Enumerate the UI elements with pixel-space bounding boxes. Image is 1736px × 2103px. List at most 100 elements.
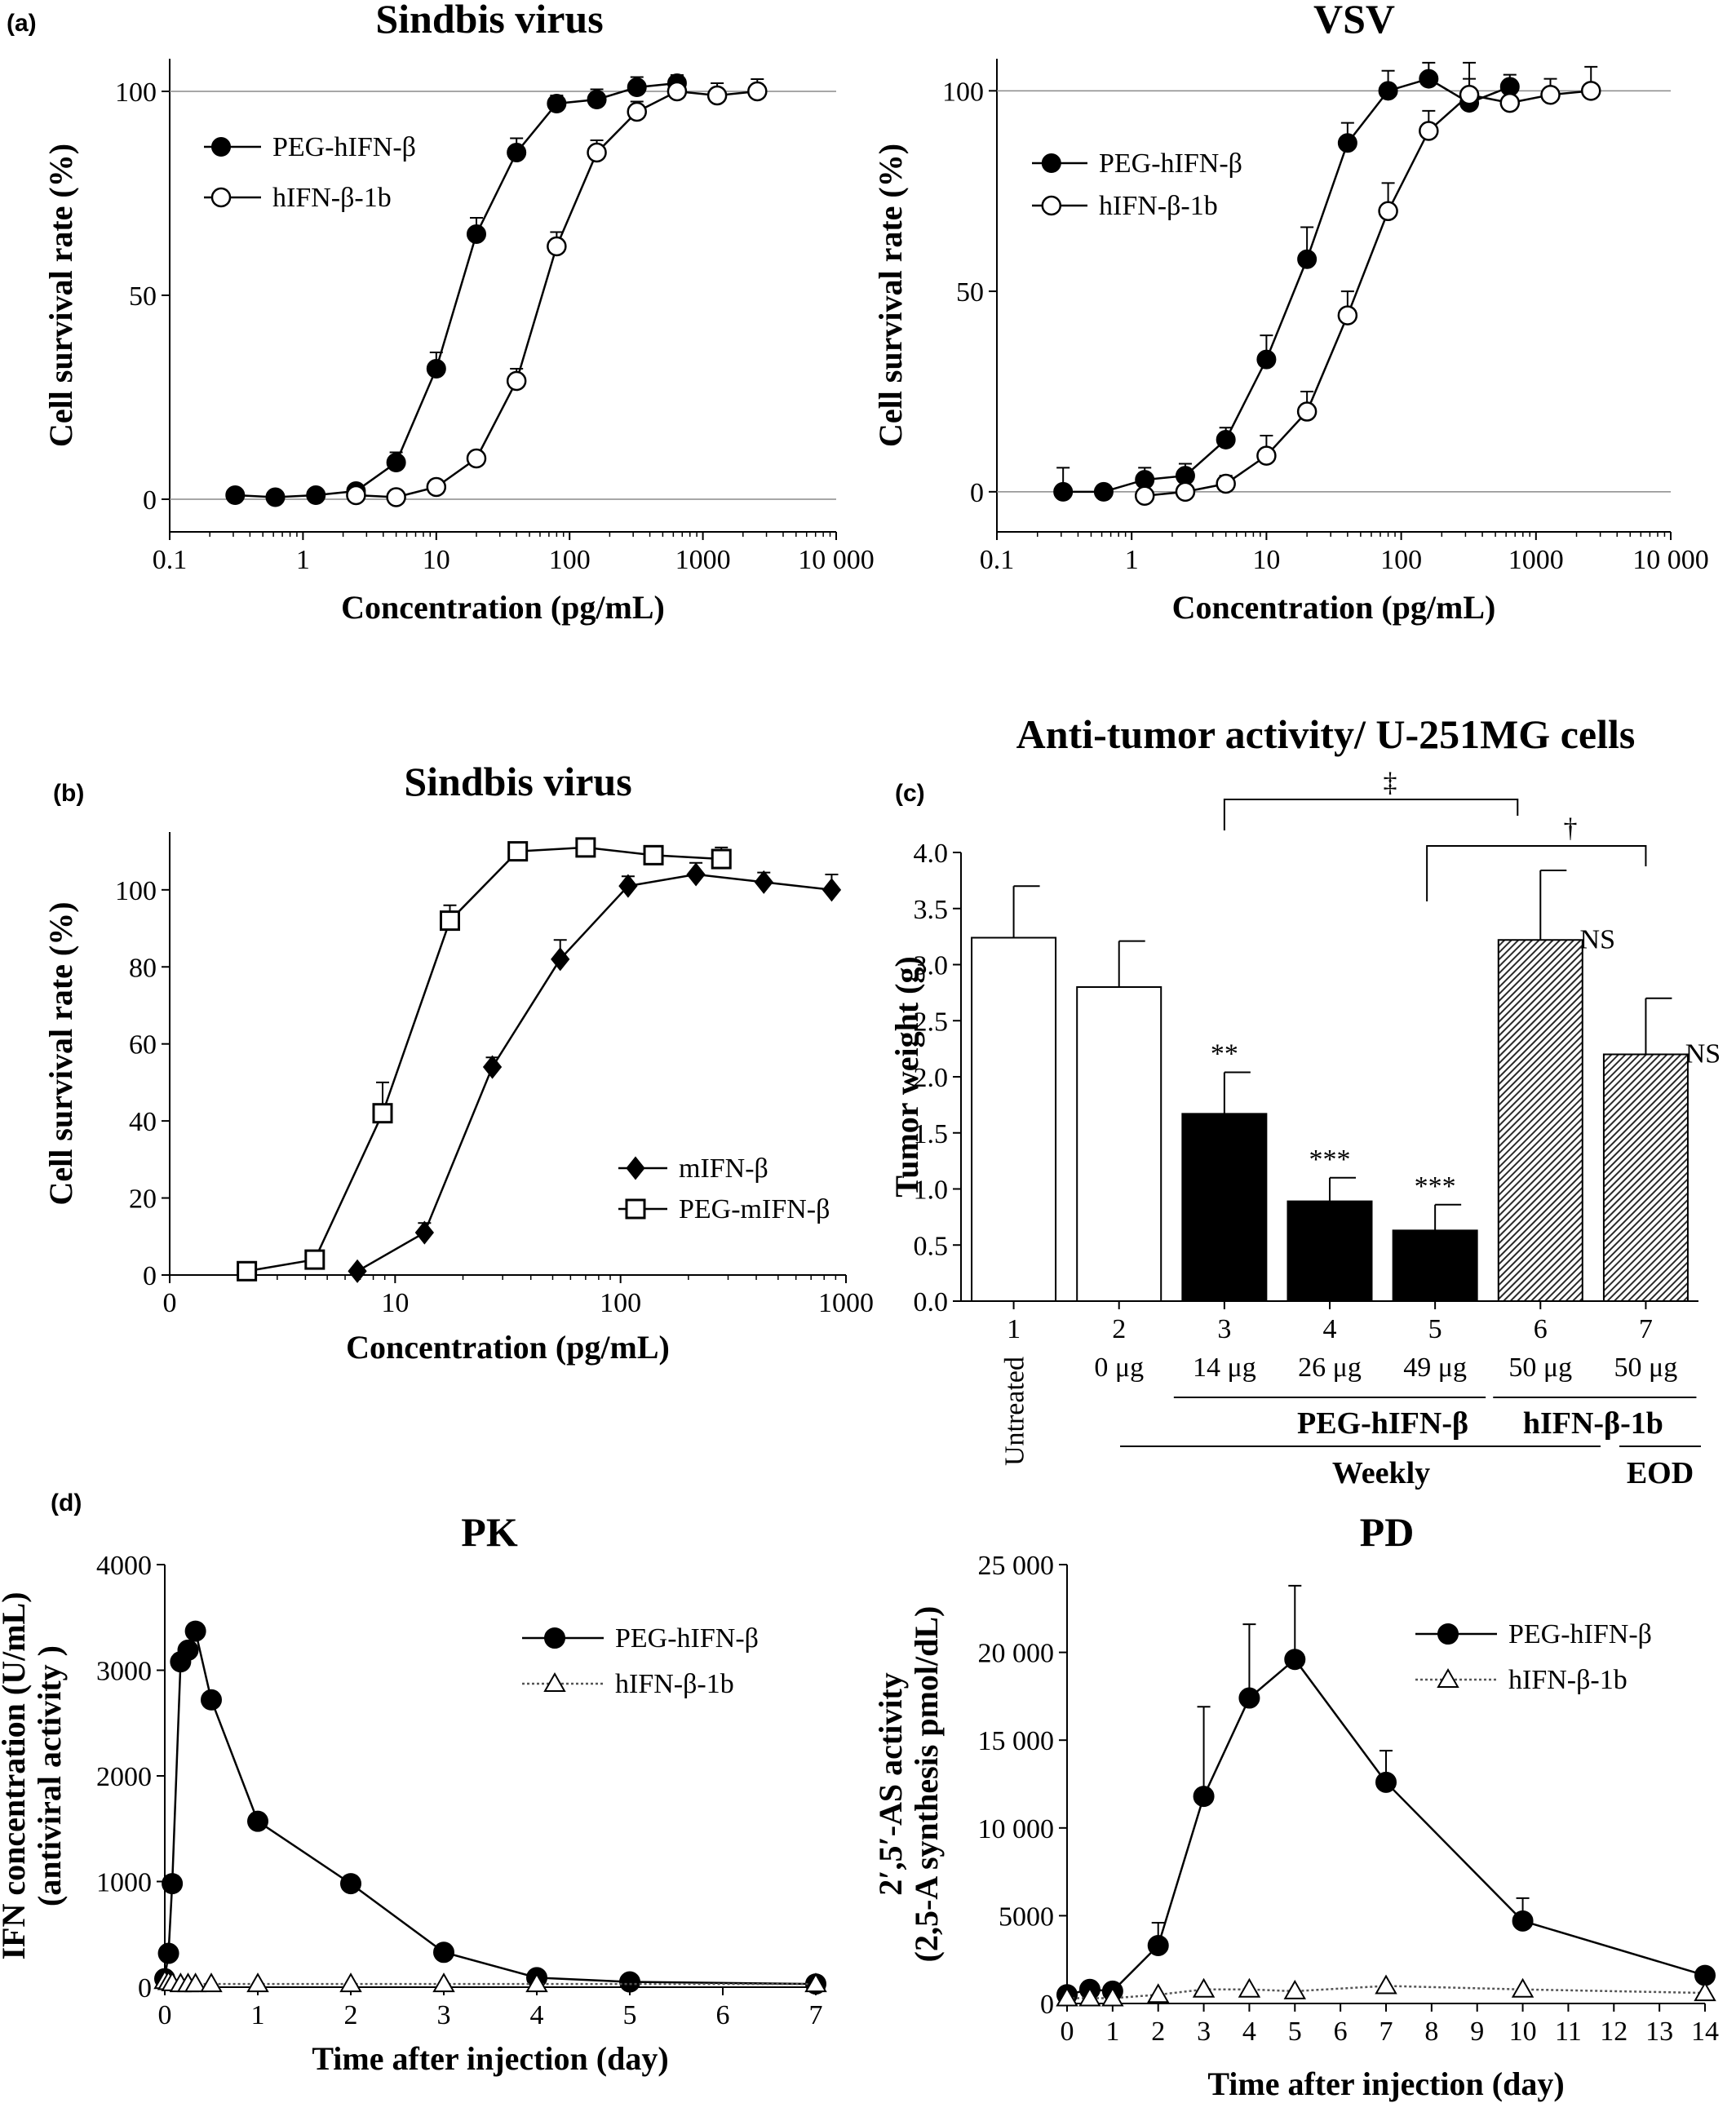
- data-point: [1419, 69, 1439, 89]
- x-tick-label: 4: [1242, 2017, 1256, 2047]
- y-tick-label: 100: [942, 77, 984, 107]
- y-tick-label: 2.5: [914, 1007, 949, 1037]
- x-tick-label: 1000: [675, 545, 731, 575]
- data-point: [619, 1971, 640, 1993]
- x-tick-label: 14: [1691, 2017, 1719, 2047]
- dose-label: 49 μg: [1403, 1353, 1467, 1383]
- data-point: [339, 1972, 362, 1993]
- x-tick-label: 8: [1424, 2017, 1438, 2047]
- legend-label: hIFN-β-1b: [1099, 191, 1218, 221]
- group-label-peg: PEG-hIFN-β: [1297, 1406, 1468, 1441]
- data-point: [346, 485, 366, 506]
- x-tick-label: 1: [296, 545, 310, 575]
- data-point: [1175, 481, 1196, 503]
- x-tick-label: 2: [1151, 2017, 1165, 2047]
- bar-3: [1181, 1113, 1268, 1302]
- untreated-label: Untreated: [1000, 1357, 1030, 1466]
- y-tick-label: 10 000: [978, 1814, 1055, 1844]
- y-tick-label: 50: [956, 277, 984, 308]
- y-tick-label: 2.0: [914, 1063, 949, 1093]
- panel-a-sindbis: 0 50 100 0.1 1 10 100 1000 10 000 Sindbis virus Co…: [7, 0, 875, 626]
- chart-title: Sindbis virus: [404, 759, 631, 804]
- legend-label: PEG-hIFN-β: [1099, 148, 1242, 179]
- y-tick-label: 80: [129, 953, 157, 983]
- y-tick-label: 1.5: [914, 1119, 949, 1149]
- y-axis-label: Cell survival rate (%): [42, 144, 79, 447]
- y-tick-label: 25 000: [978, 1551, 1055, 1581]
- bracket-1-symbol: ‡: [1384, 768, 1397, 798]
- y-tick-label: 50: [129, 281, 157, 312]
- data-point: [1101, 1986, 1124, 2007]
- data-point: [643, 844, 664, 866]
- category-label: 1: [1007, 1314, 1021, 1344]
- x-tick-label: 6: [716, 2000, 730, 2030]
- data-point: [201, 1689, 222, 1711]
- y-axis-label: Cell survival rate (%): [872, 144, 909, 447]
- x-tick-label: 1: [251, 2000, 265, 2030]
- panel-label: (c): [895, 780, 925, 807]
- x-tick-label: 3: [1197, 2017, 1211, 2047]
- data-point: [247, 1810, 268, 1832]
- data-point: [386, 487, 406, 507]
- data-point: [1256, 445, 1277, 466]
- data-point: [1459, 84, 1480, 105]
- data-point: [547, 236, 567, 257]
- dose-label: 50 μg: [1508, 1353, 1572, 1383]
- data-point: [414, 1220, 434, 1245]
- group-label-eod: EOD: [1627, 1456, 1694, 1490]
- legend-item: PEG-hIFN-β: [1415, 1619, 1652, 1649]
- y-tick-label: 0.0: [914, 1287, 949, 1317]
- data-point: [482, 1055, 503, 1079]
- data-point: [306, 485, 326, 505]
- x-tick-label: 1: [1125, 545, 1139, 575]
- data-point: [1192, 1977, 1216, 1998]
- legend-label: PEG-hIFN-β: [1508, 1619, 1652, 1649]
- data-point: [162, 1873, 184, 1895]
- series-line: [1067, 1985, 1706, 1999]
- category-label: 2: [1112, 1314, 1126, 1344]
- x-tick-label: 1000: [1508, 545, 1564, 575]
- y-tick-label: 3000: [96, 1657, 152, 1687]
- legend-marker: [544, 1627, 565, 1649]
- legend-label: PEG-hIFN-β: [615, 1623, 759, 1654]
- x-tick-label: 100: [549, 545, 591, 575]
- y-tick-label: 40: [129, 1107, 157, 1137]
- data-point: [1216, 429, 1236, 449]
- panel-d-pk: 0 1000 2000 3000 4000 0 1 2 3 4 5 6 7 PK Time after in…: [0, 1490, 827, 2077]
- data-point: [157, 1942, 179, 1964]
- x-tick-label: 4: [530, 2000, 544, 2030]
- bracket-2: [1426, 845, 1647, 901]
- x-tick-label: 100: [1380, 545, 1422, 575]
- legend-item: hIFN-β-1b: [1032, 191, 1218, 221]
- category-label: 5: [1428, 1314, 1442, 1344]
- series-line: [356, 873, 832, 1273]
- data-point: [754, 870, 773, 894]
- data-point: [1093, 481, 1114, 502]
- y-tick-label: 20 000: [978, 1639, 1055, 1669]
- y-tick-label: 1.0: [914, 1175, 949, 1206]
- data-point: [1337, 133, 1357, 153]
- x-tick-label: 5: [1288, 2017, 1302, 2047]
- data-point: [1297, 249, 1318, 269]
- y-tick-label: 0: [143, 1261, 157, 1291]
- data-point: [627, 101, 647, 122]
- data-point: [426, 476, 447, 498]
- data-point: [506, 370, 527, 392]
- data-point: [1147, 1934, 1169, 1956]
- significance-label: NS: [1685, 1039, 1720, 1069]
- series-0: [348, 861, 842, 1283]
- x-tick-label: 10: [1252, 545, 1280, 575]
- data-point: [575, 837, 596, 858]
- panel-label: (b): [53, 780, 84, 807]
- data-point: [1512, 1910, 1534, 1932]
- y-axis-label: IFN concentration (U/mL): [0, 1592, 32, 1959]
- bar-1: [971, 936, 1057, 1302]
- y-tick-label: 0.5: [914, 1231, 949, 1261]
- data-point: [706, 85, 728, 106]
- series-line: [246, 846, 722, 1273]
- y-tick-label: 20: [129, 1184, 157, 1215]
- bar-5: [1392, 1229, 1478, 1302]
- data-point: [627, 77, 647, 97]
- data-point: [1499, 92, 1521, 113]
